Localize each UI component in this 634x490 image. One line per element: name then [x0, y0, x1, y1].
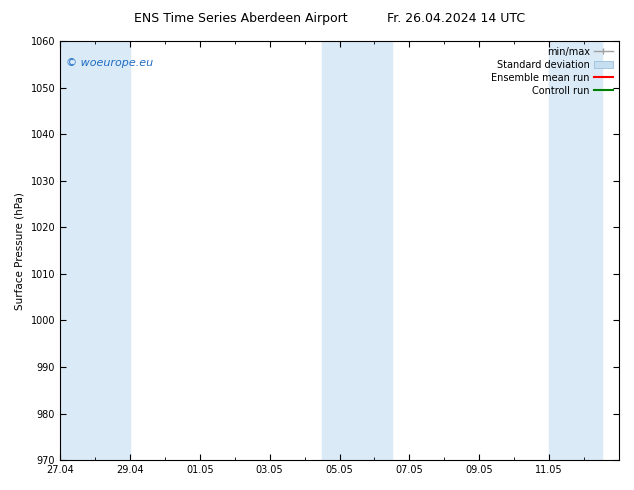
- Text: © woeurope.eu: © woeurope.eu: [66, 58, 153, 68]
- Bar: [60, 41, 130, 460]
- Bar: [322, 41, 392, 460]
- Text: ENS Time Series Aberdeen Airport: ENS Time Series Aberdeen Airport: [134, 12, 347, 25]
- Y-axis label: Surface Pressure (hPa): Surface Pressure (hPa): [15, 192, 25, 310]
- Text: Fr. 26.04.2024 14 UTC: Fr. 26.04.2024 14 UTC: [387, 12, 526, 25]
- Bar: [549, 41, 602, 460]
- Legend: min/max, Standard deviation, Ensemble mean run, Controll run: min/max, Standard deviation, Ensemble me…: [488, 43, 617, 99]
